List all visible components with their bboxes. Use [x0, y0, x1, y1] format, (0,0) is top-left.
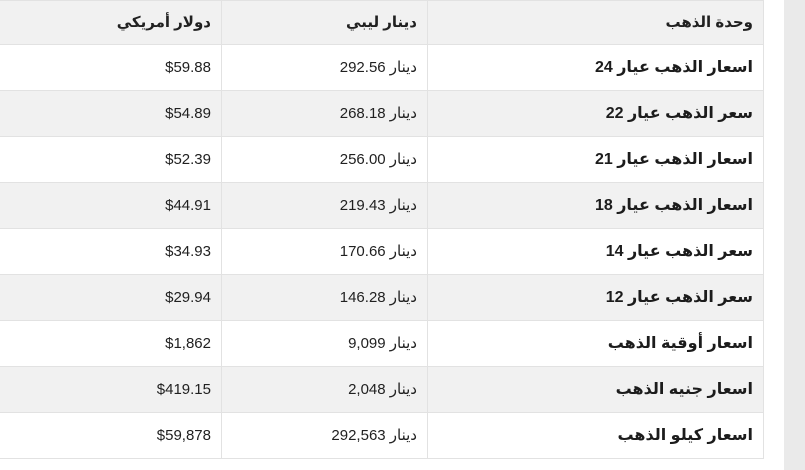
dollar-value-cell: $52.39	[0, 136, 222, 183]
gold-unit-cell: سعر الذهب عيار 22	[427, 90, 764, 137]
dollar-value-cell: $29.94	[0, 274, 222, 321]
dinar-value-cell: 170.66 دينار	[221, 228, 428, 275]
gold-unit-cell: سعر الذهب عيار 14	[427, 228, 764, 275]
dollar-value-cell: $44.91	[0, 182, 222, 229]
right-background-strip	[784, 0, 805, 470]
gold-unit-cell: اسعار الذهب عيار 18	[427, 182, 764, 229]
dinar-value-cell: 219.43 دينار	[221, 182, 428, 229]
column-header-libyan-dinar: دينار ليبي	[221, 0, 428, 45]
dollar-value-cell: $1,862	[0, 320, 222, 367]
dollar-value-cell: $59.88	[0, 44, 222, 91]
column-header-us-dollar: دولار أمريكي	[0, 0, 222, 45]
table-row: اسعار أوقية الذهب 9,099 دينار $1,862	[0, 320, 764, 367]
gold-unit-cell: اسعار أوقية الذهب	[427, 320, 764, 367]
dinar-value-cell: 292,563 دينار	[221, 412, 428, 459]
column-header-gold-unit: وحدة الذهب	[427, 0, 764, 45]
gold-price-table-container: وحدة الذهب دينار ليبي دولار أمريكي اسعار…	[0, 0, 764, 459]
dinar-value-cell: 268.18 دينار	[221, 90, 428, 137]
table-row: اسعار الذهب عيار 18 219.43 دينار $44.91	[0, 182, 764, 229]
table-row: سعر الذهب عيار 12 146.28 دينار $29.94	[0, 274, 764, 321]
dinar-value-cell: 9,099 دينار	[221, 320, 428, 367]
dollar-value-cell: $54.89	[0, 90, 222, 137]
dinar-value-cell: 146.28 دينار	[221, 274, 428, 321]
table-row: اسعار كيلو الذهب 292,563 دينار $59,878	[0, 412, 764, 459]
gold-unit-cell: اسعار كيلو الذهب	[427, 412, 764, 459]
dinar-value-cell: 2,048 دينار	[221, 366, 428, 413]
table-row: اسعار جنيه الذهب 2,048 دينار $419.15	[0, 366, 764, 413]
gold-unit-cell: اسعار جنيه الذهب	[427, 366, 764, 413]
gold-price-table: وحدة الذهب دينار ليبي دولار أمريكي اسعار…	[0, 0, 764, 459]
table-row: اسعار الذهب عيار 21 256.00 دينار $52.39	[0, 136, 764, 183]
dollar-value-cell: $34.93	[0, 228, 222, 275]
dinar-value-cell: 256.00 دينار	[221, 136, 428, 183]
table-row: سعر الذهب عيار 22 268.18 دينار $54.89	[0, 90, 764, 137]
table-row: اسعار الذهب عيار 24 292.56 دينار $59.88	[0, 44, 764, 91]
gold-unit-cell: اسعار الذهب عيار 21	[427, 136, 764, 183]
gold-unit-cell: اسعار الذهب عيار 24	[427, 44, 764, 91]
dollar-value-cell: $419.15	[0, 366, 222, 413]
table-row: سعر الذهب عيار 14 170.66 دينار $34.93	[0, 228, 764, 275]
gold-unit-cell: سعر الذهب عيار 12	[427, 274, 764, 321]
dinar-value-cell: 292.56 دينار	[221, 44, 428, 91]
dollar-value-cell: $59,878	[0, 412, 222, 459]
table-body: اسعار الذهب عيار 24 292.56 دينار $59.88 …	[0, 44, 764, 459]
header-row: وحدة الذهب دينار ليبي دولار أمريكي	[0, 0, 764, 45]
